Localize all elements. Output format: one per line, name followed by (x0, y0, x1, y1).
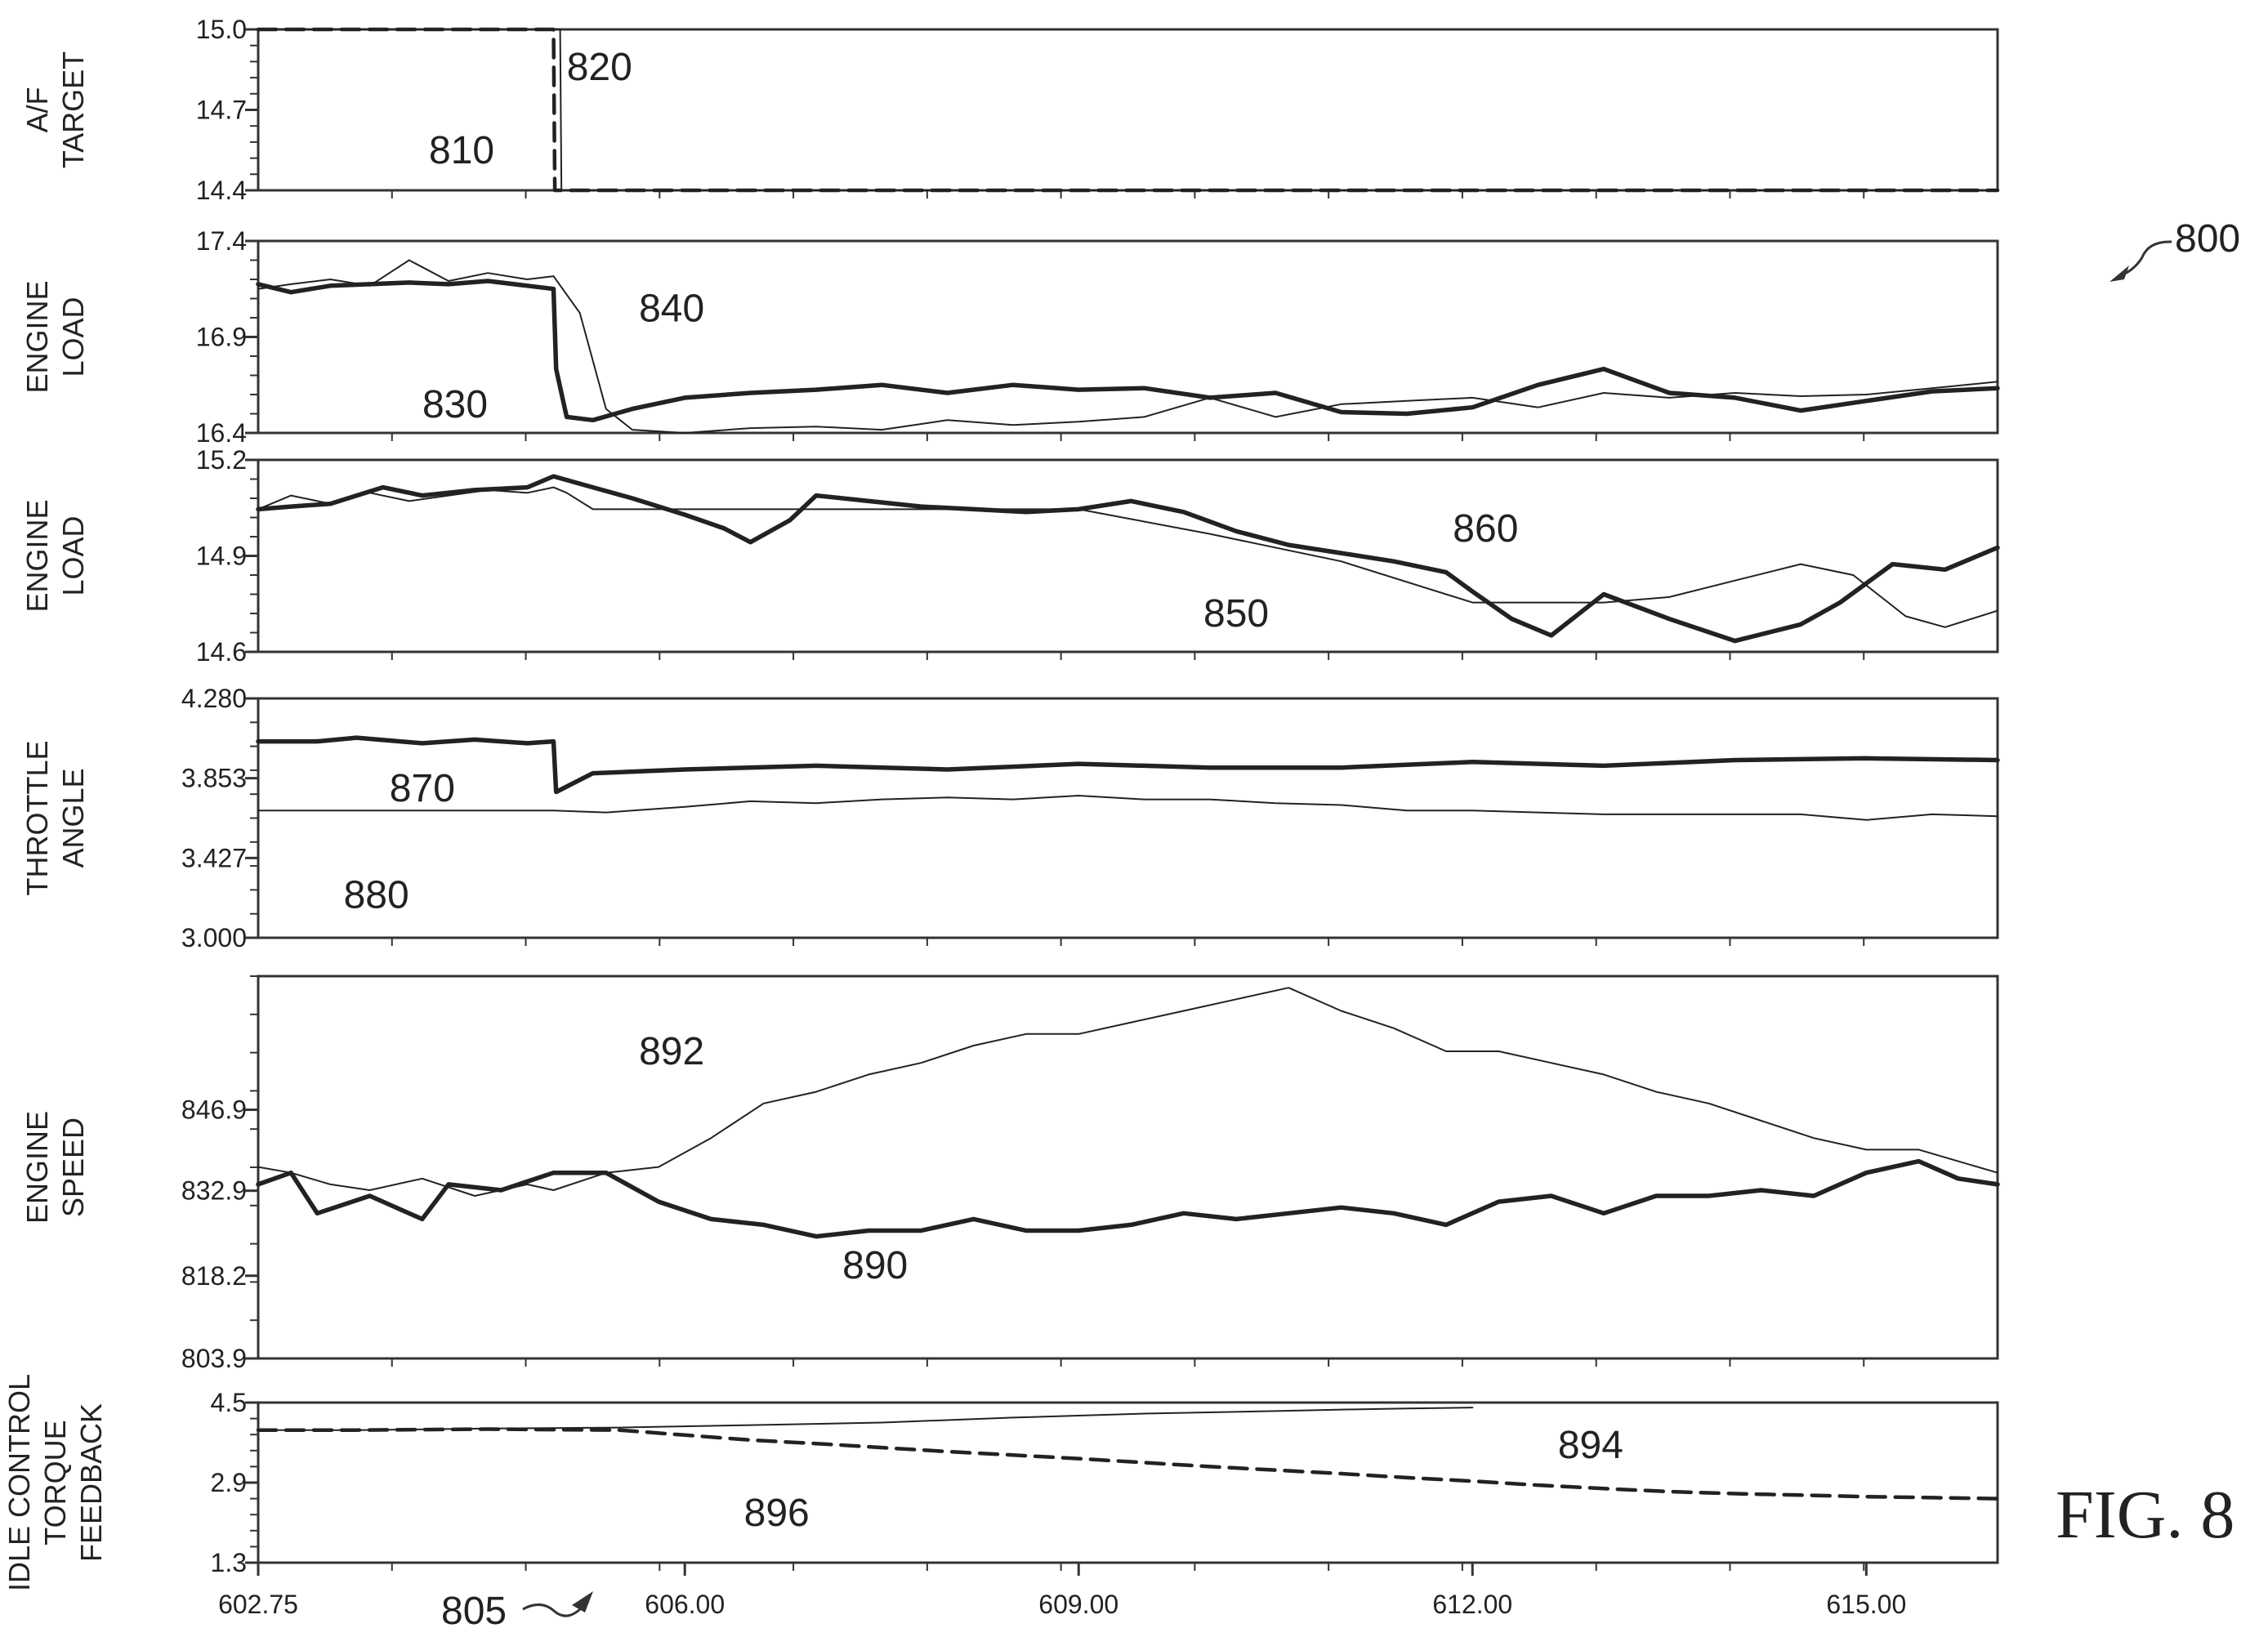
series-line-840 (257, 259, 1998, 434)
figure-ref-number: 800 (2175, 217, 2240, 261)
plot-frame (257, 697, 1999, 939)
y-tick-label: 17.4 (196, 226, 247, 256)
series-ref-850: 850 (1203, 592, 1269, 636)
y-axis-label: TORQUE (38, 1420, 72, 1545)
series-line-860 (256, 474, 2000, 644)
x-tick-label: 609.00 (1038, 1590, 1118, 1619)
y-axis-label: ENGINE (20, 280, 54, 393)
y-tick-label: 15.0 (196, 15, 247, 44)
y-tick-label: 3.427 (181, 843, 247, 872)
chart-panel-6: 4.5 2.9 1.3 IDLE CONTROL TORQUE FEEDBACK 894 89… (2, 1374, 2000, 1591)
panel-group: 15.0 14.7 14.4 A/F TARGET 820 810 17.4 16.9 16.4 E… (2, 15, 2000, 1619)
series-line-850 (257, 486, 1998, 628)
series-ref-830: 830 (422, 383, 488, 426)
y-tick-label: 14.6 (196, 637, 247, 667)
y-tick-label: 16.4 (196, 418, 247, 448)
x-axis-ref-number: 805 (441, 1590, 507, 1633)
series-line-896 (256, 1427, 2000, 1501)
x-axis-ref-leader (522, 1604, 583, 1617)
series-ref-892: 892 (639, 1030, 704, 1073)
y-axis-label: SPEED (56, 1117, 90, 1217)
y-axis-label: THROTTLE (20, 740, 54, 895)
chart-panel-5: 846.9 832.9 818.2 803.9 ENGINE SPEED 892 890 (20, 975, 2000, 1373)
y-axis-label: LOAD (56, 297, 90, 377)
y-tick-label: 803.9 (181, 1344, 247, 1373)
x-axis-ref-arrowhead (572, 1591, 593, 1612)
series-ref-896: 896 (744, 1492, 810, 1535)
y-tick-label: 2.9 (211, 1468, 247, 1497)
chart-panel-4: 4.280 3.853 3.427 3.000 THROTTLE ANGLE 870 880 (20, 684, 2000, 952)
plot-frame (257, 239, 1999, 435)
series-line-892 (257, 987, 1998, 1197)
series-ref-890: 890 (842, 1244, 908, 1287)
x-tick-label: 615.00 (1826, 1590, 1906, 1619)
chart-panel-2: 17.4 16.9 16.4 ENGINE LOAD 840 830 (20, 226, 2000, 448)
y-axis-label: LOAD (56, 515, 90, 595)
series-ref-894: 894 (1558, 1424, 1623, 1467)
y-tick-label: 832.9 (181, 1176, 247, 1206)
y-tick-label: 3.853 (181, 764, 247, 793)
y-tick-label: 16.9 (196, 323, 247, 352)
y-tick-label: 14.7 (196, 96, 247, 125)
y-tick-label: 1.3 (211, 1548, 247, 1577)
x-tick-label: 606.00 (645, 1590, 725, 1619)
y-axis-label: IDLE CONTROL (2, 1374, 36, 1591)
series-ref-860: 860 (1453, 507, 1518, 551)
y-tick-label: 4.5 (211, 1388, 247, 1417)
series-line-894 (257, 1407, 1474, 1431)
y-axis-label: ANGLE (56, 768, 90, 868)
y-axis-label: ENGINE (20, 499, 54, 612)
y-tick-label: 818.2 (181, 1261, 247, 1291)
y-axis-label: FEEDBACK (74, 1403, 108, 1562)
plot-frame (257, 1401, 1999, 1564)
y-tick-label: 3.000 (181, 923, 247, 952)
series-line-820 (257, 29, 1998, 191)
series-ref-810: 810 (429, 129, 494, 172)
series-ref-880: 880 (344, 873, 409, 917)
series-ref-820: 820 (567, 46, 632, 89)
x-tick-label: 612.00 (1432, 1590, 1512, 1619)
series-ref-870: 870 (390, 767, 455, 810)
plot-frame (257, 28, 1999, 192)
figure-annotations: 800 FIG. 8 805 (441, 217, 2240, 1633)
series-line-880 (257, 795, 1998, 821)
y-axis-label: TARGET (56, 51, 90, 168)
y-tick-label: 4.280 (181, 684, 247, 713)
chart-panel-3: 15.2 14.9 14.6 ENGINE LOAD 860 850 (20, 445, 2000, 667)
y-axis-label: ENGINE (20, 1111, 54, 1224)
plot-frame (257, 975, 1999, 1360)
chart-panel-1: 15.0 14.7 14.4 A/F TARGET 820 810 (20, 15, 2000, 205)
series-line-890 (256, 1158, 2000, 1239)
series-line-810 (256, 27, 2000, 193)
y-tick-label: 846.9 (181, 1095, 247, 1125)
y-tick-label: 15.2 (196, 445, 247, 475)
series-ref-840: 840 (639, 287, 704, 330)
figure-ref-arrowhead (2110, 265, 2129, 282)
y-axis-label: A/F (20, 87, 54, 132)
figure-label: FIG. 8 (2056, 1477, 2235, 1553)
series-line-830 (256, 279, 2000, 423)
y-tick-label: 14.9 (196, 542, 247, 571)
x-tick-label: 602.75 (218, 1590, 298, 1619)
y-tick-label: 14.4 (196, 176, 247, 205)
series-line-870 (256, 735, 2000, 795)
